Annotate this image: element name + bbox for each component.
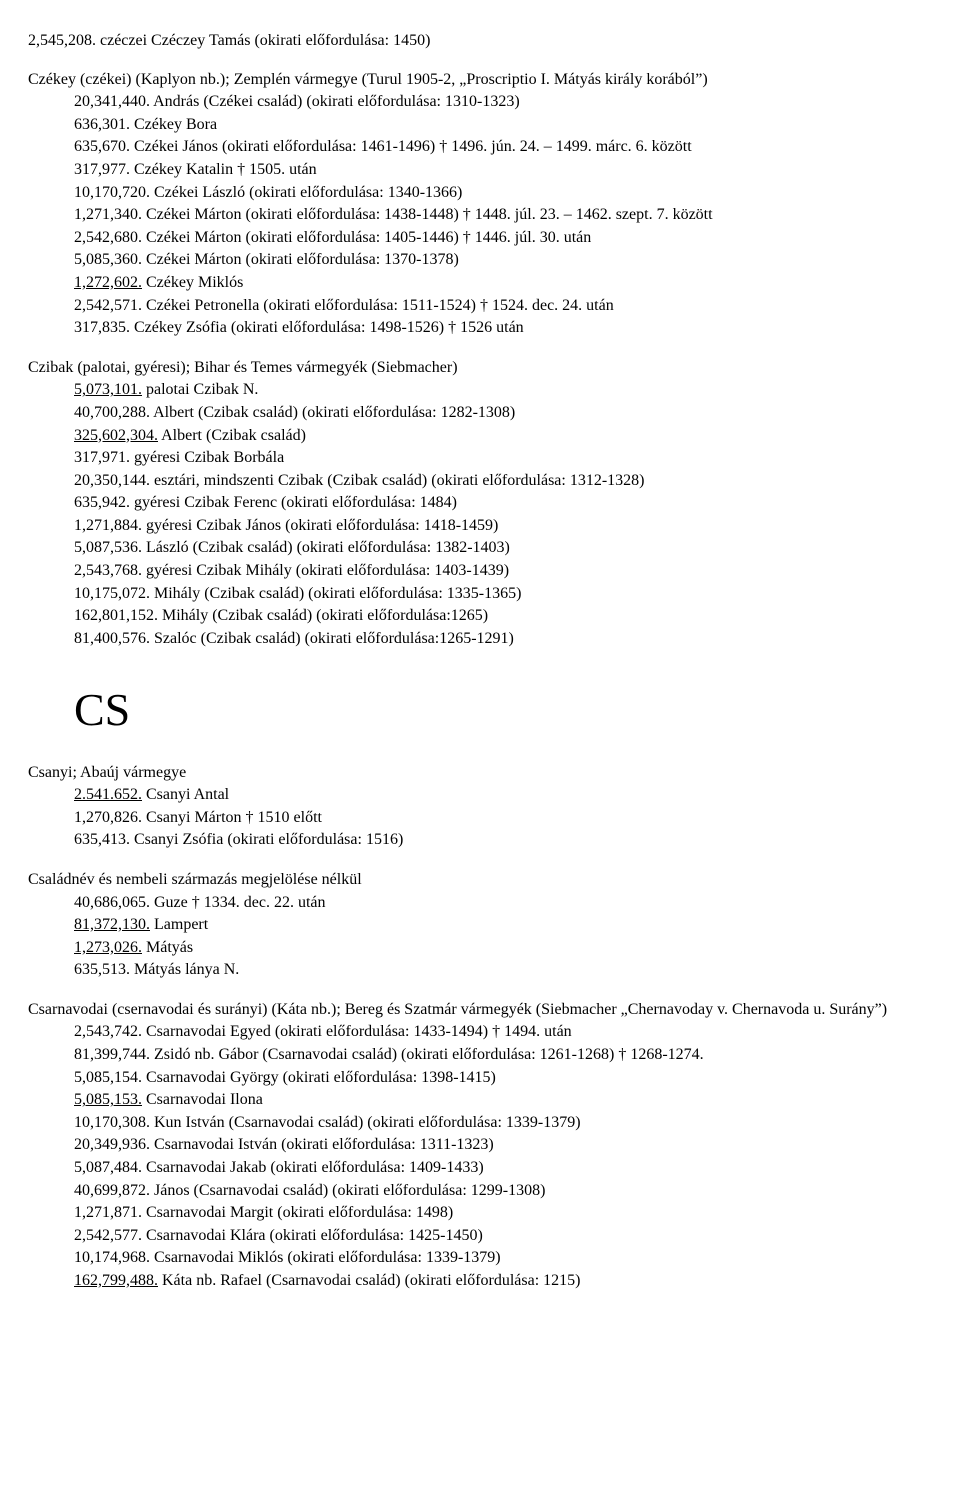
entry-text: 2.541.652. Csanyi Antal (74, 784, 932, 806)
entry-text: 10,175,072. Mihály (Czibak család) (okir… (74, 583, 932, 605)
entry-text: 2,545,208. czéczei Czéczey Tamás (okirat… (28, 30, 932, 52)
family-heading: Csarnavodai (csernavodai és surányi) (Ká… (28, 999, 932, 1021)
family-heading: Czékey (czékei) (Kaplyon nb.); Zemplén v… (28, 69, 932, 91)
family-heading: Családnév és nembeli származás megjelölé… (28, 869, 932, 891)
entry-text: 81,399,744. Zsidó nb. Gábor (Csarnavodai… (74, 1044, 932, 1066)
entry-text: 5,073,101. palotai Czibak N. (74, 379, 932, 401)
entry-text: 10,170,308. Kun István (Csarnavodai csal… (74, 1112, 932, 1134)
entry-text: 2,543,742. Csarnavodai Egyed (okirati el… (74, 1021, 932, 1043)
entry-text: 5,085,154. Csarnavodai György (okirati e… (74, 1067, 932, 1089)
csaladnev-block: Családnév és nembeli származás megjelölé… (28, 869, 932, 981)
czibak-items: 5,073,101. palotai Czibak N.40,700,288. … (28, 379, 932, 649)
entry-text: 81,372,130. Lampert (74, 914, 932, 936)
entry-text: 1,273,026. Mátyás (74, 937, 932, 959)
underlined-id: 5,073,101. (74, 381, 142, 398)
underlined-id: 2.541.652. (74, 786, 142, 803)
czekey-items: 20,341,440. András (Czékei család) (okir… (28, 91, 932, 339)
entry-text: 317,977. Czékey Katalin † 1505. után (74, 159, 932, 181)
entry-text: 635,413. Csanyi Zsófia (okirati előfordu… (74, 829, 932, 851)
entry-text: 10,174,968. Csarnavodai Miklós (okirati … (74, 1247, 932, 1269)
csaladnev-items: 40,686,065. Guze † 1334. dec. 22. után81… (28, 892, 932, 981)
family-heading: Csanyi; Abaúj vármegye (28, 762, 932, 784)
entry-text: 81,400,576. Szalóc (Czibak család) (okir… (74, 628, 932, 650)
entry-text: 20,350,144. esztári, mindszenti Czibak (… (74, 470, 932, 492)
csarnavodai-block: Csarnavodai (csernavodai és surányi) (Ká… (28, 999, 932, 1292)
entry-text: 162,799,488. Káta nb. Rafael (Csarnavoda… (74, 1270, 932, 1292)
csanyi-items: 2.541.652. Csanyi Antal1,270,826. Csanyi… (28, 784, 932, 851)
entry-text: 1,272,602. Czékey Miklós (74, 272, 932, 294)
underlined-id: 81,372,130. (74, 916, 150, 933)
entry-text: 2,542,680. Czékei Márton (okirati előfor… (74, 227, 932, 249)
entry-text: 325,602,304. Albert (Czibak család) (74, 425, 932, 447)
entry-text: 162,801,152. Mihály (Czibak család) (oki… (74, 605, 932, 627)
entry-text: 635,670. Czékei János (okirati előfordul… (74, 136, 932, 158)
entry-text: 1,270,826. Csanyi Márton † 1510 előtt (74, 807, 932, 829)
section-letter: CS (74, 679, 932, 741)
entry-text: 20,341,440. András (Czékei család) (okir… (74, 91, 932, 113)
underlined-id: 1,273,026. (74, 939, 142, 956)
entry-text: 317,835. Czékey Zsófia (okirati előfordu… (74, 317, 932, 339)
underlined-id: 325,602,304. (74, 427, 158, 444)
spacer (28, 53, 932, 69)
csarnavodai-items: 2,543,742. Csarnavodai Egyed (okirati el… (28, 1021, 932, 1291)
entry-text: 10,170,720. Czékei László (okirati előfo… (74, 182, 932, 204)
entry-text: 40,686,065. Guze † 1334. dec. 22. után (74, 892, 932, 914)
entry-text: 5,085,153. Csarnavodai Ilona (74, 1089, 932, 1111)
entry-text: 636,301. Czékey Bora (74, 114, 932, 136)
czibak-block: Czibak (palotai, gyéresi); Bihar és Teme… (28, 357, 932, 650)
entry-text: 1,271,340. Czékei Márton (okirati előfor… (74, 204, 932, 226)
entry-text: 5,085,360. Czékei Márton (okirati előfor… (74, 249, 932, 271)
entry-text: 2,542,577. Csarnavodai Klára (okirati el… (74, 1225, 932, 1247)
entry-text: 635,513. Mátyás lánya N. (74, 959, 932, 981)
czekey-block: 2,545,208. czéczei Czéczey Tamás (okirat… (28, 30, 932, 339)
entry-text: 2,543,768. gyéresi Czibak Mihály (okirat… (74, 560, 932, 582)
csanyi-block: Csanyi; Abaúj vármegye 2.541.652. Csanyi… (28, 762, 932, 851)
underlined-id: 1,272,602. (74, 274, 142, 291)
entry-text: 635,942. gyéresi Czibak Ferenc (okirati … (74, 492, 932, 514)
entry-text: 5,087,484. Csarnavodai Jakab (okirati el… (74, 1157, 932, 1179)
entry-text: 1,271,871. Csarnavodai Margit (okirati e… (74, 1202, 932, 1224)
entry-text: 1,271,884. gyéresi Czibak János (okirati… (74, 515, 932, 537)
family-heading: Czibak (palotai, gyéresi); Bihar és Teme… (28, 357, 932, 379)
entry-text: 20,349,936. Csarnavodai István (okirati … (74, 1134, 932, 1156)
entry-text: 2,542,571. Czékei Petronella (okirati el… (74, 295, 932, 317)
entry-text: 317,971. gyéresi Czibak Borbála (74, 447, 932, 469)
entry-text: 5,087,536. László (Czibak család) (okira… (74, 537, 932, 559)
entry-text: 40,700,288. Albert (Czibak család) (okir… (74, 402, 932, 424)
underlined-id: 162,799,488. (74, 1272, 158, 1289)
underlined-id: 5,085,153. (74, 1091, 142, 1108)
entry-text: 40,699,872. János (Csarnavodai család) (… (74, 1180, 932, 1202)
